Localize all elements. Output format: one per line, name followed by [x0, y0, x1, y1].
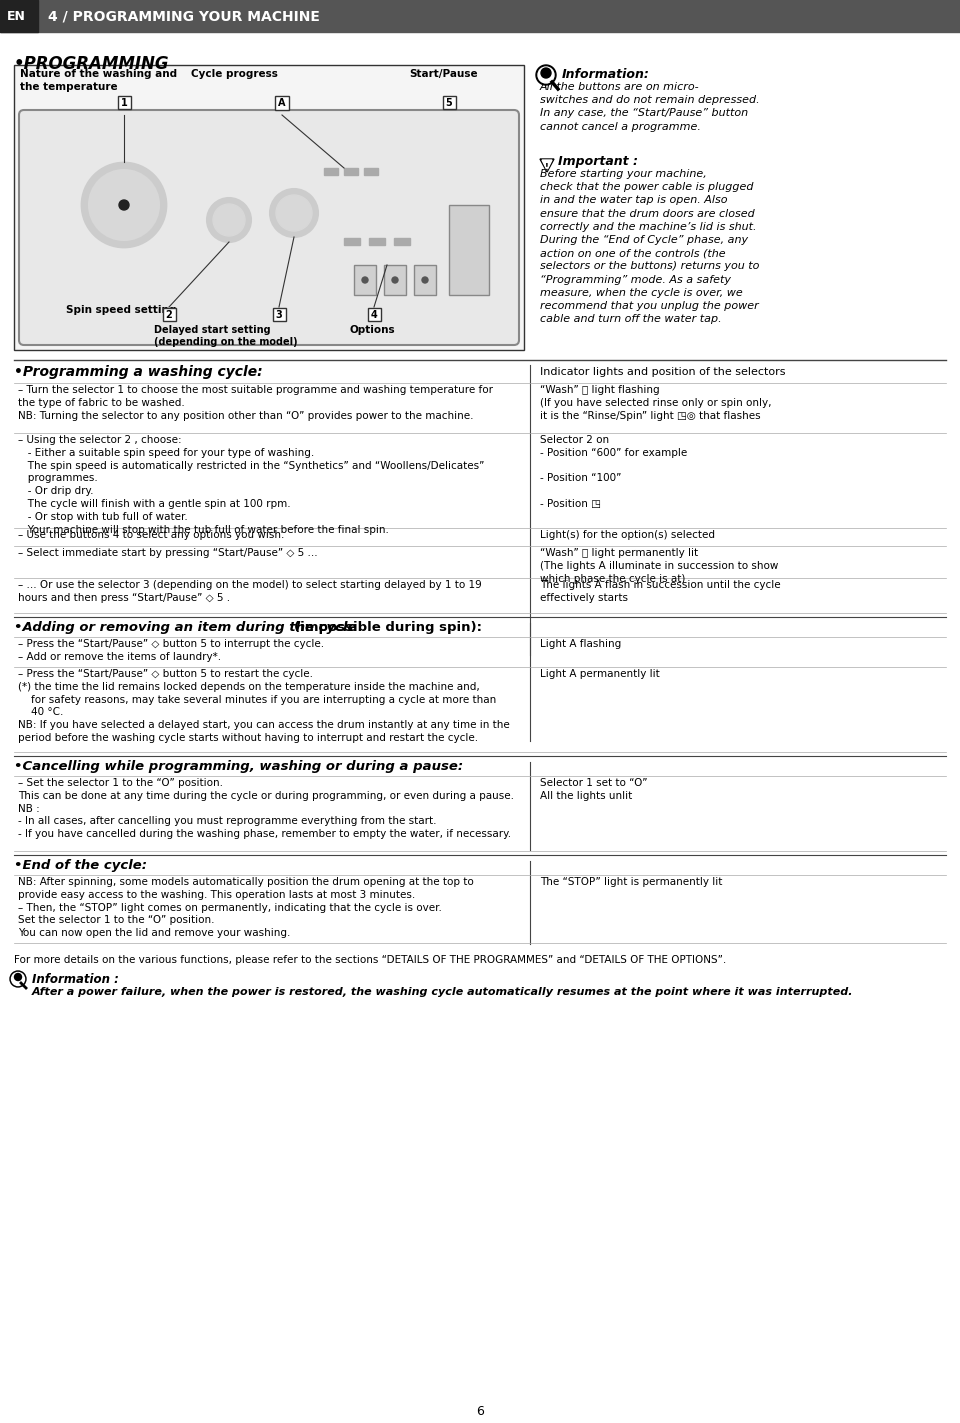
Text: – Turn the selector 1 to choose the most suitable programme and washing temperat: – Turn the selector 1 to choose the most… — [18, 386, 493, 421]
Text: – Press the “Start/Pause” ◇ button 5 to restart the cycle.
(*) the time the lid : – Press the “Start/Pause” ◇ button 5 to … — [18, 669, 510, 743]
Text: Information:: Information: — [562, 68, 650, 81]
Text: NB: After spinning, some models automatically position the drum opening at the t: NB: After spinning, some models automati… — [18, 877, 473, 938]
Circle shape — [119, 201, 129, 211]
Text: 4: 4 — [371, 310, 377, 320]
Bar — [443, 95, 456, 110]
Text: Light(s) for the option(s) selected: Light(s) for the option(s) selected — [540, 529, 715, 539]
Circle shape — [541, 68, 551, 78]
Bar — [449, 205, 489, 295]
Text: Cycle progress: Cycle progress — [191, 68, 277, 80]
Text: “Wash” ⧖ light flashing
(If you have selected rinse only or spin only,
it is the: “Wash” ⧖ light flashing (If you have sel… — [540, 386, 772, 421]
Text: All the buttons are on micro-
switches and do not remain depressed.
In any case,: All the buttons are on micro- switches a… — [540, 83, 759, 131]
Bar — [0, 0, 38, 31]
Text: A: A — [278, 98, 286, 108]
Text: 1: 1 — [121, 98, 128, 108]
Text: Light A permanently lit: Light A permanently lit — [540, 669, 660, 679]
Circle shape — [213, 203, 245, 236]
Text: – Set the selector 1 to the “O” position.
This can be done at any time during th: – Set the selector 1 to the “O” position… — [18, 778, 514, 840]
Text: Important :: Important : — [558, 155, 638, 168]
Bar — [324, 168, 338, 175]
Circle shape — [276, 195, 312, 231]
Text: EN: EN — [7, 10, 26, 24]
Text: The “STOP” light is permanently lit: The “STOP” light is permanently lit — [540, 877, 722, 887]
Circle shape — [536, 65, 556, 85]
Circle shape — [362, 277, 368, 283]
Bar — [384, 265, 406, 295]
Bar — [14, 65, 524, 350]
Text: The lights A flash in succession until the cycle
effectively starts: The lights A flash in succession until t… — [540, 581, 780, 603]
Text: 3: 3 — [276, 310, 282, 320]
Bar — [163, 307, 176, 322]
Bar — [273, 307, 286, 322]
Text: •Cancelling while programming, washing or during a pause:: •Cancelling while programming, washing o… — [14, 760, 463, 773]
Text: – Select immediate start by pressing “Start/Pause” ◇ 5 ...: – Select immediate start by pressing “St… — [18, 548, 318, 558]
Bar — [414, 265, 436, 295]
Text: (impossible during spin):: (impossible during spin): — [294, 620, 482, 635]
Text: Spin speed setting: Spin speed setting — [66, 305, 177, 314]
Circle shape — [270, 189, 318, 238]
Text: •Adding or removing an item during the cycle: •Adding or removing an item during the c… — [14, 620, 361, 635]
Bar — [394, 238, 410, 245]
Circle shape — [14, 973, 21, 980]
Text: – Press the “Start/Pause” ◇ button 5 to interrupt the cycle.
– Add or remove the: – Press the “Start/Pause” ◇ button 5 to … — [18, 639, 324, 662]
Text: – ... Or use the selector 3 (depending on the model) to select starting delayed : – ... Or use the selector 3 (depending o… — [18, 581, 482, 603]
Text: 6: 6 — [476, 1405, 484, 1417]
Bar — [369, 238, 385, 245]
Text: Selector 1 set to “O”
All the lights unlit: Selector 1 set to “O” All the lights unl… — [540, 778, 647, 801]
Text: After a power failure, when the power is restored, the washing cycle automatical: After a power failure, when the power is… — [32, 988, 853, 998]
Text: “Wash” ⧖ light permanently lit
(The lights A illuminate in succession to show
wh: “Wash” ⧖ light permanently lit (The ligh… — [540, 548, 779, 583]
Text: 4 / PROGRAMMING YOUR MACHINE: 4 / PROGRAMMING YOUR MACHINE — [48, 10, 320, 24]
Text: •PROGRAMMING: •PROGRAMMING — [14, 55, 170, 73]
Text: 5: 5 — [445, 98, 452, 108]
Circle shape — [12, 972, 25, 986]
Circle shape — [392, 277, 398, 283]
Text: Light A flashing: Light A flashing — [540, 639, 621, 649]
Bar — [364, 168, 378, 175]
Text: Options: Options — [349, 324, 395, 334]
Text: •Programming a washing cycle:: •Programming a washing cycle: — [14, 366, 263, 379]
Bar — [0, 0, 960, 31]
Text: Delayed start setting
(depending on the model): Delayed start setting (depending on the … — [154, 324, 298, 347]
FancyBboxPatch shape — [19, 110, 519, 344]
Circle shape — [422, 277, 428, 283]
Text: Start/Pause: Start/Pause — [410, 68, 478, 80]
Circle shape — [207, 198, 251, 242]
Circle shape — [82, 164, 166, 248]
Text: – Use the buttons 4 to select any options you wish.: – Use the buttons 4 to select any option… — [18, 529, 284, 539]
Text: •End of the cycle:: •End of the cycle: — [14, 859, 147, 872]
Bar — [354, 265, 376, 295]
Circle shape — [538, 67, 554, 83]
Circle shape — [10, 970, 26, 988]
Polygon shape — [542, 159, 552, 169]
Text: !: ! — [545, 162, 549, 172]
Bar — [344, 168, 358, 175]
Text: For more details on the various functions, please refer to the sections “DETAILS: For more details on the various function… — [14, 955, 727, 965]
Text: Nature of the washing and
the temperature: Nature of the washing and the temperatur… — [20, 68, 178, 92]
Text: – Using the selector 2 , choose:
   - Either a suitable spin speed for your type: – Using the selector 2 , choose: - Eithe… — [18, 435, 485, 535]
Bar — [344, 238, 360, 245]
Text: Before starting your machine,
check that the power cable is plugged
in and the w: Before starting your machine, check that… — [540, 169, 759, 324]
Text: 2: 2 — [166, 310, 173, 320]
Text: Selector 2 on
- Position “600” for example

- Position “100”

- Position ◳: Selector 2 on - Position “600” for examp… — [540, 435, 687, 509]
Text: Indicator lights and position of the selectors: Indicator lights and position of the sel… — [540, 367, 785, 377]
Circle shape — [89, 169, 159, 240]
Bar — [275, 95, 289, 110]
Text: Information :: Information : — [32, 973, 119, 986]
Polygon shape — [540, 159, 554, 172]
Bar — [118, 95, 131, 110]
Bar — [368, 307, 381, 322]
